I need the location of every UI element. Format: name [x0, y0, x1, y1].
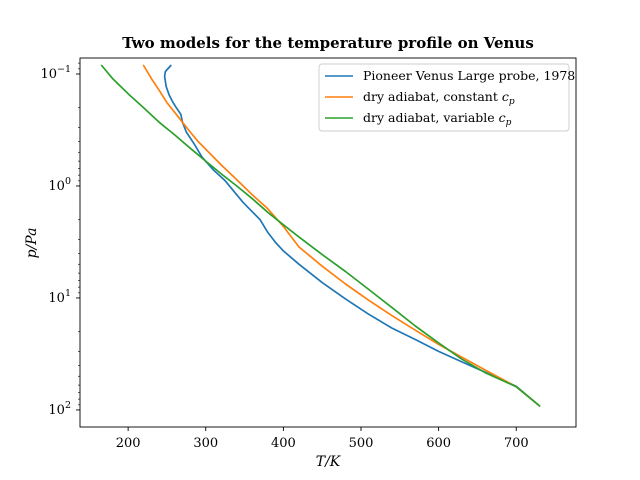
- legend-label-variable-cp-sub: p: [506, 118, 512, 128]
- y-tick-label-10-0: 100: [48, 176, 71, 194]
- legend-label-pioneer-text: Pioneer Venus Large probe, 1978: [363, 68, 575, 83]
- legend-label-constant-cp-sub: p: [509, 97, 515, 107]
- y-axis-title-text: p/Pa: [24, 228, 40, 259]
- x-axis-title: T/K: [316, 454, 342, 470]
- plot-frame: [79, 57, 577, 428]
- legend: Pioneer Venus Large probe, 1978 dry adia…: [318, 63, 575, 132]
- y-axis: 10−1 100 101 102: [40, 62, 80, 418]
- legend-label-constant-cp-text: dry adiabat, constant: [363, 89, 502, 104]
- legend-box: [318, 63, 570, 132]
- legend-label-pioneer: Pioneer Venus Large probe, 1978: [363, 68, 575, 83]
- x-tick-label-200: 200: [116, 436, 141, 451]
- x-tick-label-500: 500: [349, 436, 374, 451]
- legend-label-variable-cp-var: c: [499, 110, 506, 125]
- y-axis-title: p/Pa: [24, 228, 40, 259]
- legend-label-constant-cp-var: c: [502, 89, 509, 104]
- y-tick-label-10-1: 101: [48, 288, 71, 306]
- plot-lines: [100, 64, 541, 407]
- x-tick-label-300: 300: [193, 436, 218, 451]
- x-tick-label-700: 700: [504, 436, 529, 451]
- x-tick-label-400: 400: [271, 436, 296, 451]
- x-axis-title-text: T/K: [316, 454, 342, 470]
- series-line-dry-adiabat-constant-c-p: [142, 64, 541, 407]
- legend-label-constant-cp: dry adiabat, constant cp: [363, 89, 515, 107]
- y-tick-label-10-1: 10−1: [40, 64, 71, 82]
- y-tick-label-10-2: 102: [48, 400, 71, 418]
- x-tick-label-600: 600: [426, 436, 451, 451]
- legend-label-variable-cp: dry adiabat, variable cp: [363, 110, 512, 128]
- chart-title: Two models for the temperature profile o…: [122, 34, 534, 52]
- series-line-pioneer-venus-large-probe-1978: [163, 64, 541, 407]
- x-axis: 200 300 400 500 600 700: [116, 427, 529, 451]
- legend-label-variable-cp-text: dry adiabat, variable: [363, 110, 499, 125]
- series-line-dry-adiabat-variable-c-p: [100, 64, 541, 407]
